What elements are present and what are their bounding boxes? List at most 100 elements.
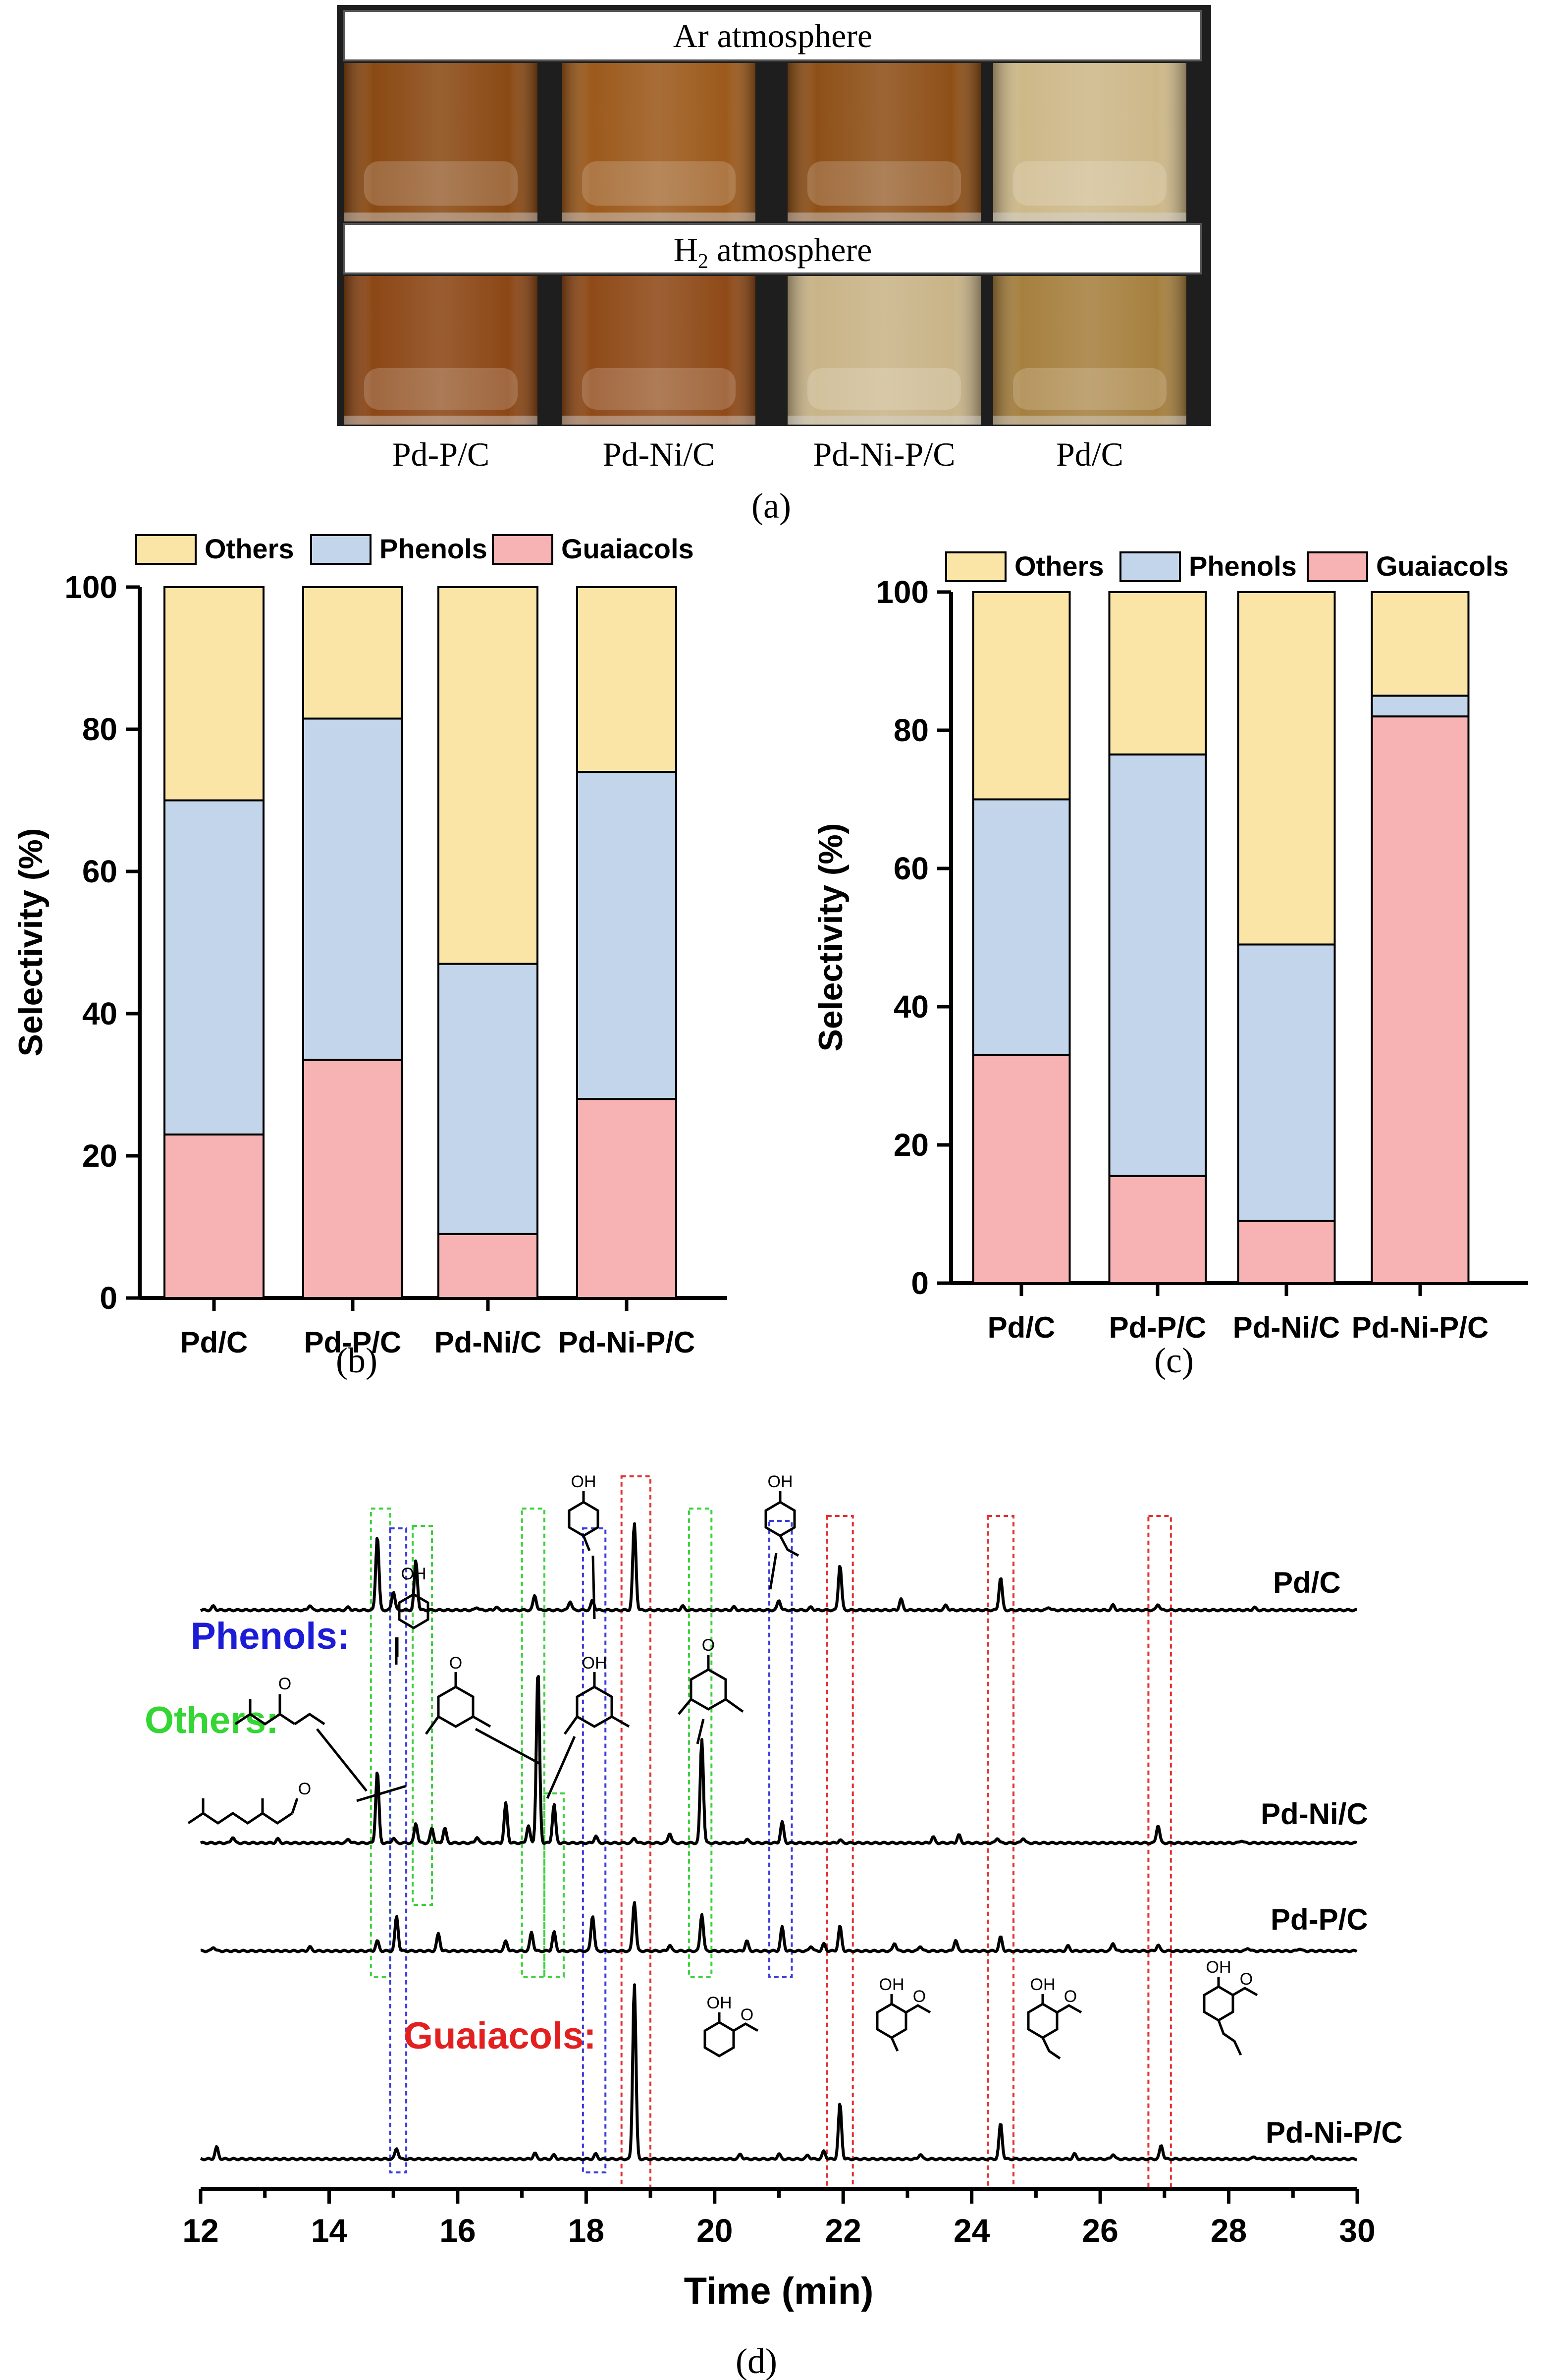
panel-a-label: (a) <box>751 486 791 526</box>
panel-d-series-labels: Pd/C Pd-Ni/C Pd-P/C Pd-Ni-P/C <box>1261 1566 1403 2149</box>
bar-guaiacols-2 <box>1237 1220 1336 1284</box>
bar-others-0 <box>163 586 265 802</box>
panel-b-x-tick-labels: Pd/C Pd-P/C Pd-Ni/C Pd-Ni-P/C <box>180 1298 695 1359</box>
highlight-box-others <box>370 1508 391 1978</box>
panel-c-x-tick-labels: Pd/C Pd-P/C Pd-Ni/C Pd-Ni-P/C <box>988 1283 1489 1344</box>
diisobutyl-ketone-structure-icon: O <box>234 1675 325 1726</box>
vials-ar-row <box>344 63 1186 221</box>
vial-ar-0 <box>344 63 537 221</box>
p-cresol-oh-label: OH <box>571 1472 596 1491</box>
y-tick-label: 0 <box>100 1280 117 1316</box>
propylguaiacol-oh-label: OH <box>1206 1958 1231 1977</box>
vial-ar-3 <box>993 63 1186 221</box>
catalyst-label-pd-ni-p-c: Pd-Ni-P/C <box>813 435 955 473</box>
x-tick-label: Pd-Ni-P/C <box>1352 1311 1489 1344</box>
legend-swatch-guaiacols <box>492 534 553 565</box>
trace-2 <box>200 1901 1358 1953</box>
panel-b-legend: Others Phenols Guaiacols <box>135 533 694 565</box>
guaiacol-structure-icon: OH O <box>703 1994 759 2057</box>
legend-label-guaiacols: Guaiacols <box>1376 550 1509 582</box>
vials-h2-row <box>344 276 1186 425</box>
arrow-cyclohexanone <box>475 1728 541 1765</box>
trace-1 <box>200 1675 1358 1845</box>
ethylguaiacol-oh-label: OH <box>1030 1975 1056 1994</box>
ar-title-box <box>343 10 1202 61</box>
bar-others-2 <box>1237 591 1336 946</box>
x-tick-label: 28 <box>1211 2212 1247 2249</box>
ethylguaiacol-structure-icon: OH O <box>1027 1975 1082 2060</box>
bar-phenols-0 <box>972 798 1071 1056</box>
arrow-ketone-1 <box>316 1728 368 1792</box>
bar-guaiacols-0 <box>972 1054 1071 1284</box>
ketone-o-label-3: O <box>449 1654 462 1673</box>
x-tick-label: 22 <box>825 2212 861 2249</box>
bar-phenols-1 <box>302 717 403 1061</box>
y-tick-label: 80 <box>82 711 117 747</box>
vial-ar-2 <box>788 63 981 221</box>
trimethylcyclohexanone-structure-icon: O <box>425 1654 491 1735</box>
panel-b-label: (b) <box>336 1341 377 1380</box>
x-tick-label: 18 <box>568 2212 604 2249</box>
panel-d-traces <box>200 1522 1358 2162</box>
highlight-box-others <box>521 1508 546 1978</box>
others-group-label: Others: <box>145 1699 278 1741</box>
p-ethylphenol-oh-label: OH <box>768 1472 793 1491</box>
vial-h2-3 <box>993 276 1186 425</box>
panel-c-y-ticks: 0 20 40 60 80 100 <box>876 574 951 1301</box>
ketone-o-label-1: O <box>278 1675 291 1693</box>
arrow-cyclohexanol <box>546 1735 576 1799</box>
bar-others-0 <box>972 591 1071 801</box>
bar-guaiacols-2 <box>437 1233 538 1299</box>
ketone-o-label-2: O <box>298 1780 311 1798</box>
legend-label-others: Others <box>1014 550 1104 582</box>
vial-h2-0 <box>344 276 537 425</box>
bar-others-1 <box>1108 591 1207 756</box>
y-tick-label: 60 <box>82 854 117 889</box>
trimethylcyclohexanol-structure-icon: OH <box>563 1654 630 1735</box>
highlight-box-others <box>543 1792 565 1978</box>
bar-guaiacols-1 <box>302 1059 403 1299</box>
h2-title-subscript: 2 <box>698 250 708 273</box>
propylguaiacol-structure-icon: OH O <box>1203 1958 1258 2056</box>
bar-guaiacols-3 <box>1371 715 1470 1284</box>
y-tick-label: 60 <box>894 851 929 886</box>
isophorone-structure-icon: O <box>678 1636 744 1715</box>
series-label-3: Pd-Ni-P/C <box>1266 2116 1403 2149</box>
panel-b-y-label: Selectivity (%) <box>12 828 50 1056</box>
bar-others-3 <box>1371 591 1470 697</box>
x-tick-label: 24 <box>954 2212 990 2249</box>
bar-others-3 <box>576 586 677 773</box>
vial-h2-1 <box>562 276 755 425</box>
propylguaiacol-o-label: O <box>1240 1970 1253 1989</box>
x-tick-label: 16 <box>439 2212 476 2249</box>
bar-phenols-2 <box>1237 943 1336 1222</box>
alcohol-oh-label: OH <box>582 1654 607 1673</box>
bar-guaiacols-3 <box>576 1098 677 1299</box>
panel-b-y-ticks: 0 20 40 60 80 100 <box>64 569 140 1316</box>
legend-swatch-others <box>945 551 1007 582</box>
legend-swatch-guaiacols <box>1307 551 1368 582</box>
methylguaiacol-o-label: O <box>913 1987 926 2006</box>
h2-title-rest: atmosphere <box>708 231 872 269</box>
bar-phenols-3 <box>576 771 677 1100</box>
x-tick-label: Pd-P/C <box>304 1326 402 1359</box>
bar-others-1 <box>302 586 403 720</box>
h2-title: H2 atmosphere <box>674 231 872 273</box>
legend-swatch-others <box>135 534 197 565</box>
panel-d-x-label: Time (min) <box>684 2270 874 2312</box>
y-tick-label: 20 <box>82 1138 117 1174</box>
panel-a-photo: Ar atmosphere H2 atmosphere <box>337 5 1211 426</box>
x-tick-label: Pd-Ni-P/C <box>558 1326 695 1359</box>
p-ethylphenol-structure-icon: OH <box>764 1472 799 1557</box>
annotation-arrows <box>316 1553 778 1802</box>
catalyst-label-pd-ni-c: Pd-Ni/C <box>603 435 715 473</box>
panel-c-legend: Others Phenols Guaiacols <box>945 550 1509 582</box>
series-label-1: Pd-Ni/C <box>1261 1797 1368 1831</box>
legend-label-others: Others <box>205 533 294 564</box>
bar-phenols-3 <box>1371 695 1470 718</box>
y-tick-label: 0 <box>911 1265 929 1301</box>
highlight-box-guaiacols <box>987 1515 1014 2191</box>
phenol-oh-label: OH <box>401 1565 426 1583</box>
p-cresol-structure-icon: OH <box>568 1472 599 1551</box>
